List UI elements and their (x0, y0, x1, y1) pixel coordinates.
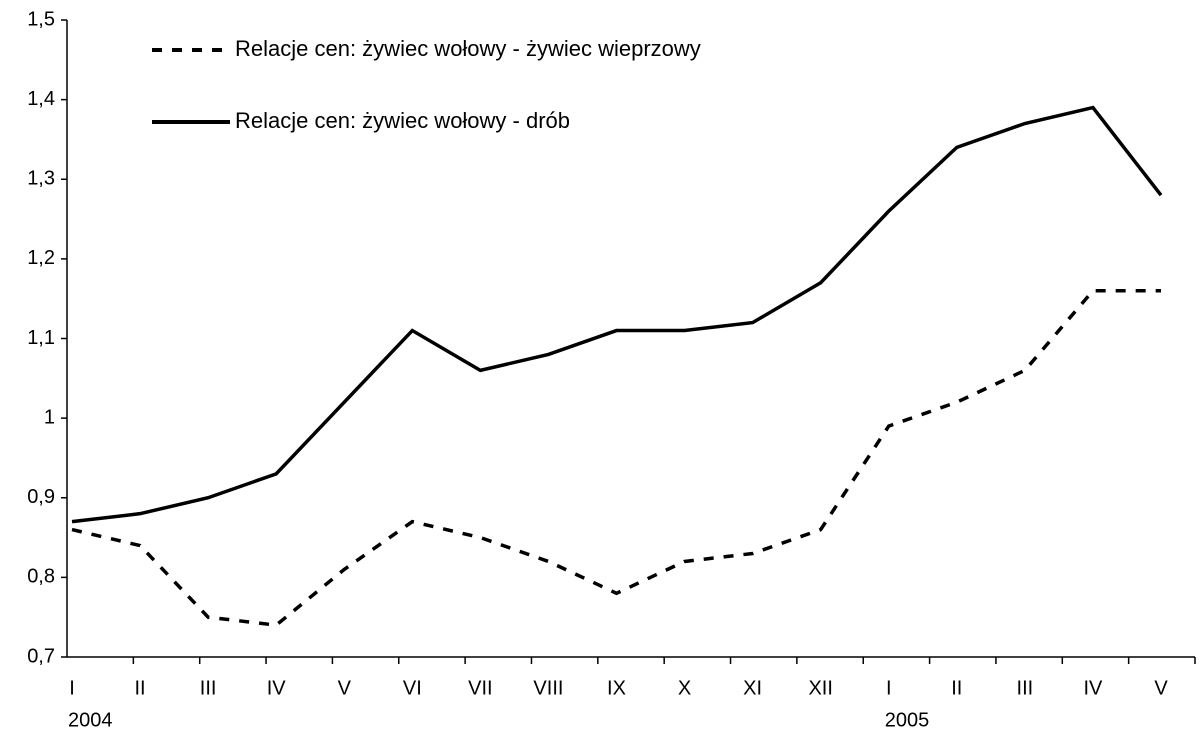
x-tick-label: I (69, 677, 75, 699)
x-tick-label: II (951, 677, 962, 699)
x-tick-label: X (678, 677, 691, 699)
x-tick-label: I (886, 677, 892, 699)
legend-label: Relacje cen: żywiec wołowy - żywiec wiep… (235, 36, 701, 61)
x-tick-label: II (135, 677, 146, 699)
x-tick-label: IV (267, 677, 287, 699)
y-tick-label: 1,5 (27, 8, 55, 30)
y-tick-label: 1 (44, 406, 55, 428)
x-group-label: 2004 (68, 709, 113, 731)
x-tick-label: V (338, 677, 352, 699)
x-tick-label: III (1017, 677, 1034, 699)
x-tick-label: III (200, 677, 217, 699)
x-tick-label: XI (743, 677, 762, 699)
series-line (71, 288, 1161, 627)
x-tick-label: VIII (533, 677, 563, 699)
legend-label: Relacje cen: żywiec wołowy - drób (235, 108, 570, 133)
x-tick-label: IV (1083, 677, 1103, 699)
x-tick-label: XII (808, 677, 832, 699)
x-tick-label: IX (607, 677, 626, 699)
x-tick-label: V (1154, 677, 1168, 699)
y-tick-label: 1,2 (27, 247, 55, 269)
y-tick-label: 0,9 (27, 486, 55, 508)
x-group-label: 2005 (885, 709, 930, 731)
series-line (71, 105, 1163, 524)
y-tick-label: 0,8 (27, 566, 55, 588)
x-tick-label: VII (468, 677, 492, 699)
y-tick-label: 0,7 (27, 645, 55, 667)
y-tick-label: 1,4 (27, 88, 55, 110)
x-tick-label: VI (403, 677, 422, 699)
y-tick-label: 1,1 (27, 327, 55, 349)
y-tick-label: 1,3 (27, 168, 55, 190)
